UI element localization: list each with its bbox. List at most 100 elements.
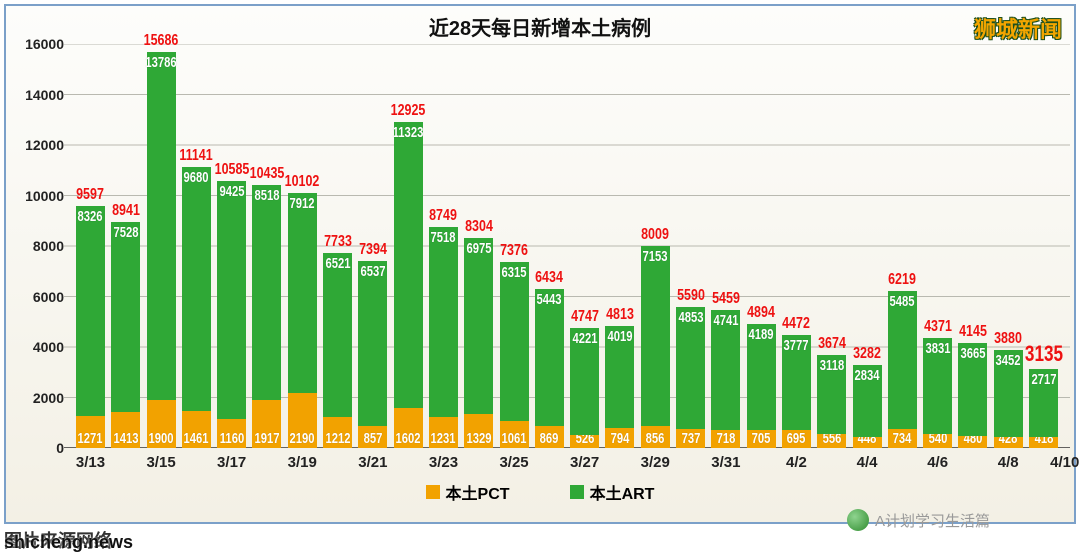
x-tick-label: 4/4 (857, 454, 878, 471)
bar-seg-pct: 540 (923, 434, 952, 448)
bar-label-total: 4145 (959, 323, 987, 341)
bar-label-total: 10585 (214, 161, 249, 179)
x-tick-label: 3/21 (358, 454, 387, 471)
bar-label-pct: 737 (681, 430, 700, 447)
bar-seg-pct: 794 (605, 428, 634, 448)
bar-seg-pct: 448 (853, 437, 882, 448)
bar-seg-pct: 734 (888, 429, 917, 448)
bar-label-art: 8518 (254, 187, 279, 204)
bar-seg-art: 3665 (958, 343, 987, 436)
bar-seg-pct: 526 (570, 435, 599, 448)
bar-label-pct: 734 (893, 430, 912, 447)
bar-label-art: 6521 (325, 255, 350, 272)
bar-seg-art: 6537 (358, 261, 387, 426)
bar-group: 106163157376 (500, 44, 529, 448)
bar-seg-pct: 1160 (217, 419, 246, 448)
bar-seg-pct: 705 (747, 430, 776, 448)
bar-seg-pct: 428 (994, 437, 1023, 448)
bar-group: 70541894894 (747, 44, 776, 448)
x-tick-label: 4/6 (927, 454, 948, 471)
bar-label-total: 3282 (853, 345, 881, 363)
y-tick-label: 10000 (12, 188, 64, 204)
bar-seg-art: 7153 (641, 246, 670, 427)
y-tick-label: 4000 (12, 339, 64, 355)
bar-label-art: 9425 (219, 183, 244, 200)
bar-seg-art: 7528 (111, 222, 140, 412)
y-tick-label: 8000 (12, 238, 64, 254)
footer-wechat: A计划学习生活篇 (847, 509, 990, 531)
bar-group: 127183269597 (76, 44, 105, 448)
bar-label-art: 4189 (749, 326, 774, 343)
bar-group: 85671538009 (641, 44, 670, 448)
bar-label-pct: 1413 (113, 430, 138, 447)
legend: 本土PCT 本土ART (6, 480, 1074, 504)
y-tick-label: 14000 (12, 87, 64, 103)
bar-group: 121265217733 (323, 44, 352, 448)
bar-label-art: 7912 (290, 195, 315, 212)
bar-label-art: 3452 (996, 352, 1021, 369)
bar-label-total: 4371 (924, 318, 952, 336)
bar-label-art: 11323 (393, 124, 424, 141)
bar-label-total: 6219 (888, 271, 916, 289)
bar-label-art: 4853 (678, 309, 703, 326)
bar-label-total: 15686 (144, 32, 179, 50)
bar-label-pct: 1271 (78, 430, 103, 447)
bar-label-total: 4747 (571, 308, 599, 326)
bar-label-total: 9597 (77, 186, 105, 204)
bar-label-art: 6975 (466, 240, 491, 257)
bars-container: 1271832695971413752889411900137861568614… (64, 44, 1070, 448)
bar-label-pct: 1061 (502, 430, 527, 447)
y-tick-label: 12000 (12, 137, 64, 153)
bar-group: 448 2834 3282 (853, 44, 882, 448)
bar-label-total: 7376 (500, 242, 528, 260)
bar-label-art: 2834 (855, 367, 880, 384)
bar-label-art: 4221 (572, 330, 597, 347)
bar-seg-art: 11323 (394, 122, 423, 408)
bar-seg-art: 9425 (217, 181, 246, 419)
bar-seg-art: 3118 (817, 355, 846, 434)
bar-label-art: 3118 (820, 357, 844, 374)
bar-seg-art: 6975 (464, 238, 493, 414)
watermark-text: 狮城新闻 (974, 12, 1062, 44)
bar-label-pct: 718 (716, 430, 735, 447)
x-tick-label: 3/31 (711, 454, 740, 471)
x-tick-label: 3/15 (146, 454, 175, 471)
bar-seg-art: 4221 (570, 328, 599, 435)
bar-seg-pct: 856 (641, 426, 670, 448)
bar-seg-pct: 2190 (288, 393, 317, 448)
bar-label-total: 3135 (1024, 341, 1062, 367)
x-tick-label: 3/29 (641, 454, 670, 471)
bar-label-art: 5485 (890, 293, 915, 310)
bar-seg-pct: 1271 (76, 416, 105, 448)
bar-seg-pct: 695 (782, 430, 811, 448)
bar-seg-pct: 1461 (182, 411, 211, 448)
bar-label-total: 8304 (465, 218, 493, 236)
y-tick-label: 6000 (12, 289, 64, 305)
bar-seg-art: 2717 (1029, 369, 1058, 438)
legend-label-pct: 本土PCT (446, 480, 510, 504)
bar-label-pct: 2190 (290, 430, 315, 447)
bar-label-total: 10435 (250, 165, 285, 183)
bar-group: 526 4221 4747 (570, 44, 599, 448)
legend-item-art: 本土ART (570, 480, 655, 504)
bar-seg-pct: 480 (958, 436, 987, 448)
bar-seg-art: 3777 (782, 335, 811, 430)
bar-group: 71847415459 (711, 44, 740, 448)
footer-url: shicheng.news (4, 532, 133, 552)
chart-frame: 近28天每日新增本土病例 狮城新闻 0200040006000800010000… (4, 4, 1076, 524)
bar-group: 734 5485 6219 (888, 44, 917, 448)
x-tick-label: 4/2 (786, 454, 807, 471)
bar-group: 2190791210102 (288, 44, 317, 448)
bar-group: 141375288941 (111, 44, 140, 448)
bar-label-art: 7518 (431, 229, 456, 246)
bar-seg-pct: 556 (817, 434, 846, 448)
bar-label-art: 3777 (784, 337, 809, 354)
bar-group: 73748535590 (676, 44, 705, 448)
bar-label-pct: 705 (752, 430, 771, 447)
bar-seg-pct: 1917 (252, 400, 281, 448)
bar-label-art: 5443 (537, 291, 562, 308)
bar-label-pct: 1160 (219, 430, 243, 447)
bar-group: 41827173135 (1029, 44, 1058, 448)
legend-item-pct: 本土PCT (426, 480, 510, 504)
bar-group: 1461968011141 (182, 44, 211, 448)
